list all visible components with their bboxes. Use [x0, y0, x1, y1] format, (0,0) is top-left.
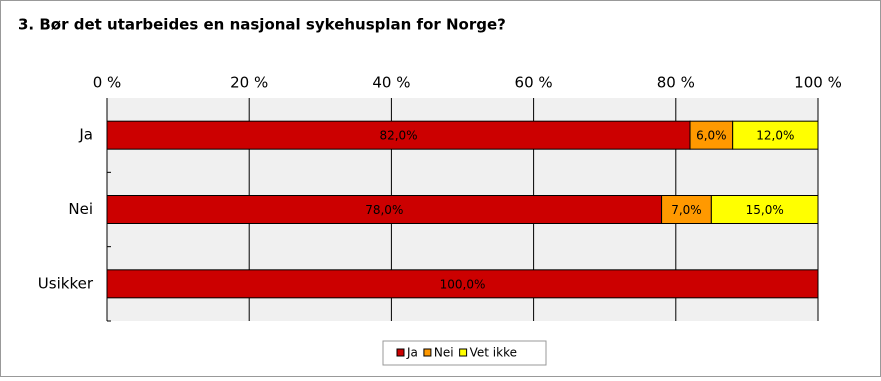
bar-segment — [106, 120, 691, 150]
value-label: 7,0% — [671, 203, 702, 217]
chart-title: 3. Bør det utarbeides en nasjonal sykehu… — [18, 16, 506, 34]
bar-segment — [661, 195, 712, 224]
legend-label: Ja — [406, 346, 418, 360]
legend-label: Nei — [434, 346, 454, 360]
legend-swatch — [459, 348, 468, 357]
x-tick-label: 60 % — [515, 74, 553, 92]
x-tick-label: 0 % — [93, 74, 122, 92]
value-label: 78,0% — [365, 203, 403, 217]
legend-swatch — [423, 348, 432, 357]
legend-swatch — [396, 348, 405, 357]
value-label: 82,0% — [379, 129, 417, 143]
x-tick-label: 20 % — [230, 74, 268, 92]
value-label: 100,0% — [440, 277, 486, 291]
x-tick-label: 40 % — [372, 74, 410, 92]
value-label: 6,0% — [696, 129, 727, 143]
bar-segment — [106, 269, 819, 299]
bar-segment — [732, 120, 819, 150]
y-tick-label: Nei — [68, 200, 93, 218]
x-tick-label: 80 % — [657, 74, 695, 92]
x-tick-label: 100 % — [794, 74, 842, 92]
y-tick-label: Ja — [78, 126, 93, 144]
y-tick-label: Usikker — [38, 274, 94, 292]
bar-segment — [710, 195, 819, 224]
value-label: 12,0% — [756, 129, 794, 143]
value-label: 15,0% — [746, 203, 784, 217]
legend-label: Vet ikke — [470, 346, 517, 360]
bar-segment — [106, 195, 663, 224]
bar-segment — [689, 120, 734, 150]
